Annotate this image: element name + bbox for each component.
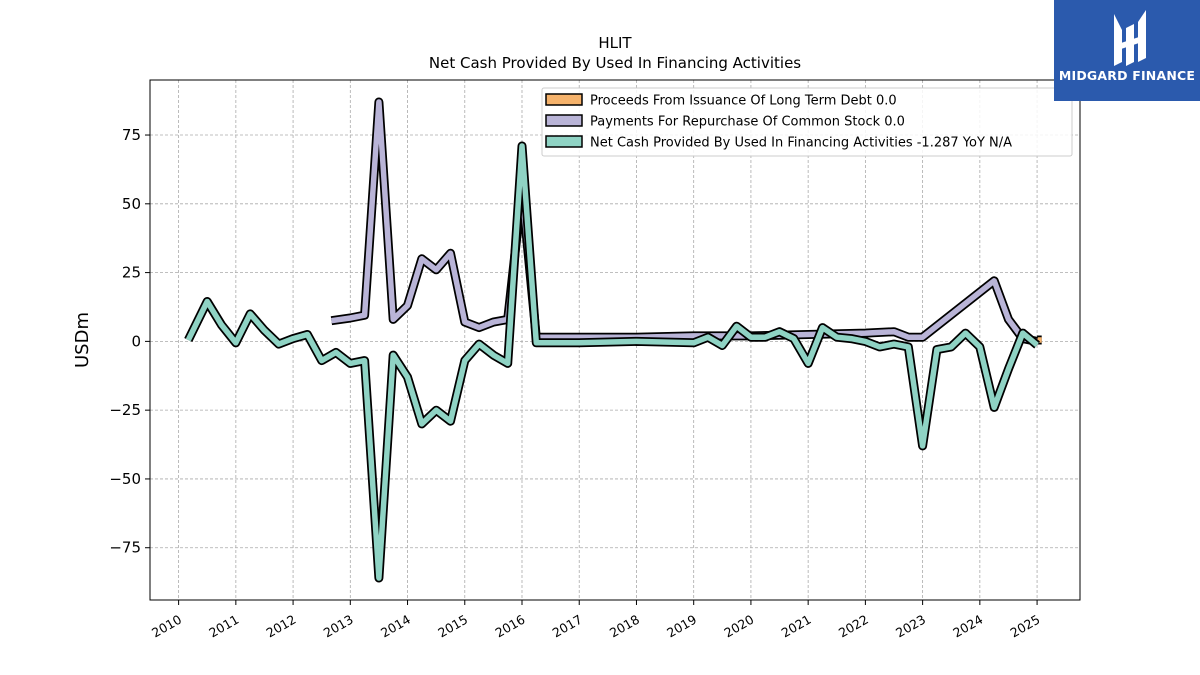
- series-line-net: [185, 143, 1039, 581]
- x-tick-label: 2019: [664, 612, 699, 641]
- x-tick-label: 2020: [721, 612, 756, 641]
- y-tick-label: 0: [131, 332, 141, 350]
- x-tick-label: 2013: [321, 612, 356, 641]
- logo-text: MIDGARD FINANCE: [1058, 68, 1196, 83]
- y-axis-label: USDm: [72, 312, 93, 368]
- x-tick-label: 2010: [149, 612, 184, 641]
- legend-label-repurchase: Payments For Repurchase Of Common Stock …: [590, 115, 905, 130]
- x-tick-label: 2025: [1008, 612, 1043, 641]
- legend-label-net: Net Cash Provided By Used In Financing A…: [590, 136, 1012, 151]
- legend-swatch-repurchase: [545, 114, 583, 127]
- y-tick-label: −25: [109, 401, 141, 419]
- y-axis: 75 50 25 0 −25 −50 −75: [109, 126, 150, 557]
- x-tick-label: 2011: [206, 612, 241, 641]
- plot-frame: [149, 79, 1081, 601]
- x-tick-label: 2024: [950, 612, 985, 641]
- series-layer: [184, 97, 1042, 583]
- x-tick-label: 2012: [264, 612, 299, 641]
- x-tick-label: 2022: [836, 612, 871, 641]
- legend-swatch-net: [545, 135, 583, 148]
- legend-swatch-proceeds: [545, 93, 583, 106]
- chart-subtitle: Net Cash Provided By Used In Financing A…: [429, 54, 801, 72]
- y-tick-label: 25: [122, 264, 141, 282]
- logo-mark-icon: [1114, 10, 1146, 66]
- legend-box: [541, 87, 1073, 157]
- x-tick-label: 2017: [550, 612, 585, 641]
- y-tick-label: −75: [109, 539, 141, 557]
- midgard-finance-logo: MIDGARD FINANCE: [1054, 0, 1200, 101]
- chart-title: HLIT: [598, 34, 632, 52]
- x-tick-label: 2023: [893, 612, 928, 641]
- y-tick-label: 50: [122, 195, 141, 213]
- x-tick-label: 2015: [435, 612, 470, 641]
- legend-label-proceeds: Proceeds From Issuance Of Long Term Debt…: [590, 94, 897, 109]
- x-tick-label: 2021: [779, 612, 814, 641]
- x-tick-label: 2016: [492, 612, 527, 641]
- legend: Proceeds From Issuance Of Long Term Debt…: [541, 87, 1073, 157]
- y-tick-label: 75: [122, 126, 141, 144]
- y-tick-label: −50: [109, 470, 141, 488]
- x-tick-label: 2018: [607, 612, 642, 641]
- x-axis: 2010 2011 2012 2013 2014 2015 2016 2017 2018 2019…: [149, 600, 1043, 641]
- x-tick-label: 2014: [378, 612, 413, 641]
